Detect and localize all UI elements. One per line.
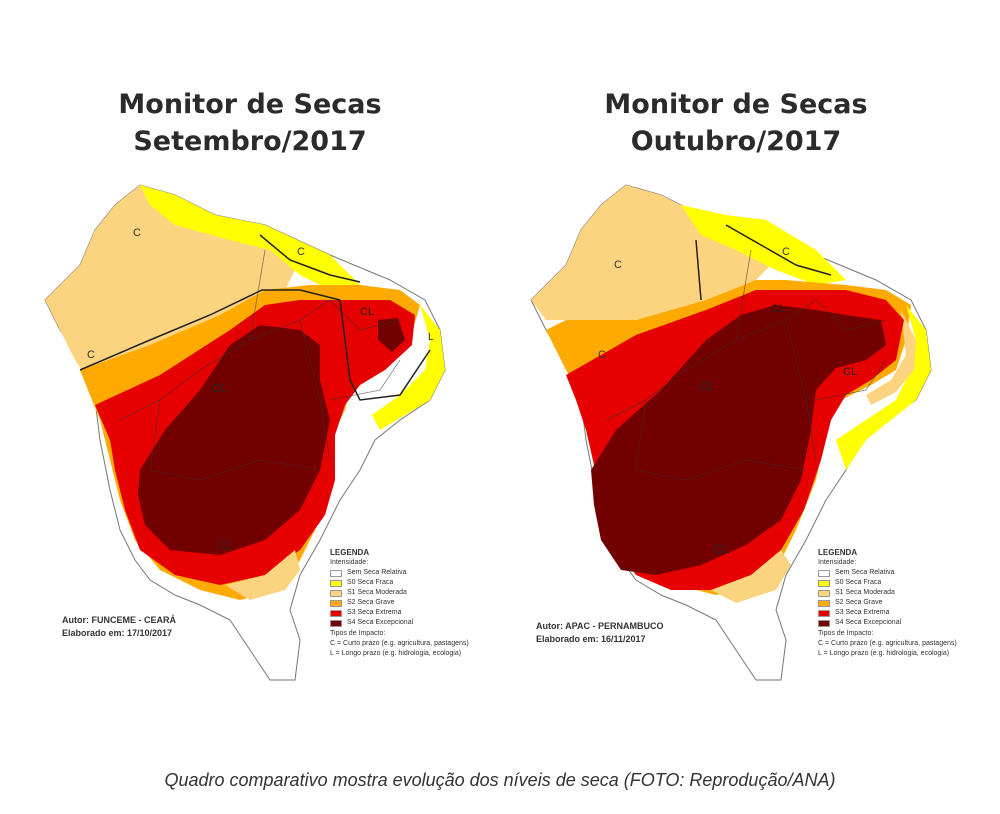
- drought-map-october: C C C CL CL CL CL: [530, 184, 932, 681]
- zone-s4-excepcional: [591, 305, 886, 575]
- figure-caption: Quadro comparativo mostra evolução dos n…: [164, 770, 836, 790]
- map-date: Elaborado em: 16/11/2017: [536, 634, 646, 644]
- map-title-line2: Outubro/2017: [630, 126, 842, 157]
- impact-line-main: [695, 239, 702, 301]
- map-label: CL: [218, 538, 234, 552]
- legend-impact-l: L = Longo prazo (e.g. hidrologia, ecolog…: [330, 650, 462, 657]
- legend-item: S4 Seca Excepcional: [330, 618, 469, 628]
- legend-intensity-label: Intensidade:: [330, 559, 369, 566]
- legend-item: S1 Seca Moderada: [330, 588, 469, 598]
- drought-map-panel-september: C C C CL CL CL L Monitor de Secas Setemb…: [0, 0, 500, 720]
- map-date: Elaborado em: 17/10/2017: [62, 628, 173, 638]
- map-label: C: [782, 246, 790, 258]
- map-label: CL: [699, 379, 715, 393]
- impact-line-north: [259, 234, 361, 283]
- legend-item: S4 Seca Excepcional: [818, 618, 957, 628]
- map-label: C: [614, 259, 622, 271]
- state-borders: [119, 249, 401, 481]
- impact-line-north: [725, 224, 832, 276]
- zone-s0-east: [836, 305, 931, 470]
- legend: LEGENDA Intensidade: Sem Seca Relativa S…: [330, 548, 469, 659]
- legend-impact-c: C = Curto prazo (e.g. agricultura, pasta…: [330, 640, 469, 647]
- legend-item: S3 Seca Extrema: [818, 608, 957, 618]
- map-title-line1: Monitor de Secas: [118, 89, 382, 120]
- map-label: C: [87, 349, 95, 361]
- zone-s1-moderada: [531, 185, 786, 320]
- map-label: L: [428, 332, 434, 343]
- zone-s0-east: [372, 305, 445, 430]
- zone-s4-small: [378, 318, 405, 352]
- zone-s1-south: [711, 550, 791, 603]
- drought-map-panel-october: C C C CL CL CL CL Monitor de Secas Outub…: [486, 0, 986, 720]
- legend-impact-title: Tipos de Impacto:: [818, 630, 874, 637]
- map-author: Autor: APAC - PERNAMBUCO: [536, 621, 664, 631]
- legend-item: S3 Seca Extrema: [330, 608, 469, 618]
- map-label: CL: [714, 542, 730, 556]
- map-label: CL: [212, 381, 228, 395]
- legend-item: S1 Seca Moderada: [818, 588, 957, 598]
- map-author: Autor: FUNCEME - CEARÁ: [62, 615, 176, 625]
- zone-s1-east: [866, 310, 916, 405]
- drought-map-september: C C C CL CL CL L: [44, 184, 446, 681]
- map-author-block: Autor: FUNCEME - CEARÁ Elaborado em: 17/…: [62, 614, 176, 640]
- legend-item: Sem Seca Relativa: [330, 568, 469, 578]
- impact-line-main: [79, 289, 431, 401]
- map-label: CL: [843, 366, 857, 378]
- map-title-line2: Setembro/2017: [133, 126, 367, 157]
- legend-impact-title: Tipos de Impacto:: [330, 630, 386, 637]
- legend-title: LEGENDA: [330, 548, 370, 557]
- map-label: C: [297, 246, 305, 258]
- zone-s0-fraca: [140, 185, 360, 290]
- zone-s1-south: [225, 550, 300, 600]
- legend-intensity-label: Intensidade:: [818, 559, 857, 566]
- legend: LEGENDA Intensidade: Sem Seca Relativa S…: [818, 548, 957, 659]
- legend-item: S2 Seca Grave: [818, 598, 957, 608]
- legend-item: S2 Seca Grave: [330, 598, 469, 608]
- legend-item: S0 Seca Fraca: [818, 578, 957, 588]
- legend-impact-c: C = Curto prazo (e.g. agricultura, pasta…: [818, 640, 957, 647]
- legend-item: S0 Seca Fraca: [330, 578, 469, 588]
- map-label: C: [133, 227, 141, 239]
- zone-s4-excepcional: [138, 325, 330, 555]
- zone-s0-fraca: [681, 205, 846, 285]
- legend-impact-l: L = Longo prazo (e.g. hidrologia, ecolog…: [818, 650, 950, 657]
- map-label: CL: [771, 303, 785, 315]
- legend-item: Sem Seca Relativa: [818, 568, 957, 578]
- legend-title: LEGENDA: [818, 548, 858, 557]
- map-label: CL: [360, 306, 374, 318]
- map-title-line1: Monitor de Secas: [604, 89, 868, 120]
- map-label: C: [598, 349, 606, 361]
- state-borders: [605, 249, 887, 481]
- map-author-block: Autor: APAC - PERNAMBUCO Elaborado em: 1…: [536, 620, 664, 646]
